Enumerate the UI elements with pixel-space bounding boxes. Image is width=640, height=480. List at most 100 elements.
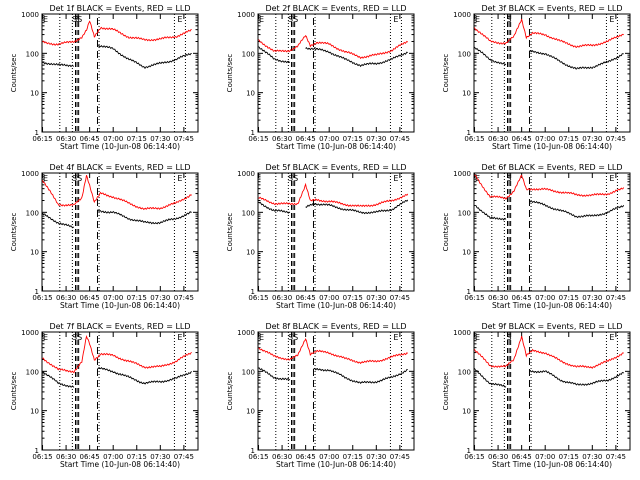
event-marker-label: S: [507, 174, 512, 183]
y-axis-label: Counts/sec: [226, 372, 234, 411]
event-marker-label: E: [393, 333, 398, 342]
events-series-line: [305, 47, 408, 68]
event-marker-label: E: [475, 333, 480, 342]
y-axis-label: Counts/sec: [10, 372, 18, 411]
x-tick-label: 07:00: [319, 453, 339, 461]
x-axis-label: Start Time (10-Jun-08 06:14:40): [276, 142, 396, 151]
x-tick-label: 07:00: [535, 453, 555, 461]
y-tick-label: 100: [242, 50, 255, 58]
y-tick-label: 10: [246, 90, 255, 98]
y-axis-label: Counts/sec: [10, 54, 18, 93]
x-tick-label: 07:15: [559, 294, 579, 302]
x-tick-label: 07:15: [127, 135, 147, 143]
x-tick-label: 06:15: [32, 294, 52, 302]
events-series-line: [529, 369, 624, 386]
x-axis-label: Start Time (10-Jun-08 06:14:40): [492, 460, 612, 469]
x-tick-label: 06:30: [488, 294, 508, 302]
event-marker-label: E: [43, 174, 48, 183]
chart-title: Det 2f BLACK = Events, RED = LLD: [265, 4, 406, 13]
x-tick-label: 06:15: [464, 453, 484, 461]
x-tick-label: 07:30: [150, 135, 170, 143]
x-axis-label: Start Time (10-Jun-08 06:14:40): [276, 301, 396, 310]
event-marker-label: E: [177, 174, 182, 183]
y-tick-label: 100: [458, 50, 471, 58]
y-axis-label: Counts/sec: [442, 213, 450, 252]
x-tick-label: 06:30: [488, 453, 508, 461]
y-tick-label: 1: [251, 447, 255, 455]
y-tick-label: 1: [467, 288, 471, 296]
plot-frame: [257, 13, 415, 133]
chart-panel-1: Det 1f BLACK = Events, RED = LLD 1 10 100 10…: [10, 4, 199, 151]
x-tick-label: 06:30: [56, 453, 76, 461]
events-series-line: [97, 209, 192, 225]
x-axis-label: Start Time (10-Jun-08 06:14:40): [492, 301, 612, 310]
y-axis-label: Counts/sec: [226, 213, 234, 252]
event-marker-label: SS: [72, 15, 82, 24]
y-tick-label: 1000: [453, 170, 471, 178]
events-series-line: [97, 45, 192, 69]
x-tick-label: 07:45: [174, 294, 194, 302]
plot-frame: [473, 331, 631, 451]
events-series-line: [258, 367, 291, 381]
events-series-line: [529, 49, 624, 70]
chart-title: Det 8f BLACK = Events, RED = LLD: [265, 322, 406, 331]
y-tick-label: 100: [242, 368, 255, 376]
y-tick-label: 10: [30, 408, 39, 416]
chart-panel-2: Det 2f BLACK = Events, RED = LLD 1 10 100 10…: [226, 4, 415, 151]
chart-title: Det 3f BLACK = Events, RED = LLD: [481, 4, 622, 13]
x-tick-label: 07:45: [390, 294, 410, 302]
x-tick-label: 07:45: [606, 135, 626, 143]
y-tick-label: 100: [458, 368, 471, 376]
x-tick-label: 06:45: [512, 135, 532, 143]
chart-panel-9: Det 9f BLACK = Events, RED = LLD 1 10 100 10…: [442, 322, 631, 469]
x-tick-label: 06:30: [272, 453, 292, 461]
chart-title: Det 9f BLACK = Events, RED = LLD: [481, 322, 622, 331]
x-axis-label: Start Time (10-Jun-08 06:14:40): [276, 460, 396, 469]
x-tick-label: 06:45: [512, 453, 532, 461]
x-tick-label: 07:00: [103, 453, 123, 461]
y-tick-label: 1: [35, 288, 39, 296]
x-tick-label: 06:30: [272, 135, 292, 143]
chart-panel-3: Det 3f BLACK = Events, RED = LLD 1 10 100 10…: [442, 4, 631, 151]
x-tick-label: 06:45: [80, 135, 100, 143]
y-tick-label: 1: [251, 288, 255, 296]
events-series-line: [42, 61, 75, 68]
x-tick-label: 06:15: [464, 135, 484, 143]
x-tick-label: 07:30: [366, 135, 386, 143]
event-marker-label: E: [609, 174, 614, 183]
y-axis-label: Counts/sec: [442, 372, 450, 411]
y-tick-label: 1000: [21, 11, 39, 19]
x-tick-label: 07:45: [606, 294, 626, 302]
x-tick-label: 07:45: [606, 453, 626, 461]
lld-series-line: [42, 334, 192, 374]
x-tick-label: 07:45: [174, 453, 194, 461]
y-tick-label: 1000: [237, 329, 255, 337]
x-tick-label: 07:00: [103, 294, 123, 302]
y-tick-label: 10: [30, 90, 39, 98]
y-tick-label: 100: [458, 209, 471, 217]
chart-title: Det 1f BLACK = Events, RED = LLD: [49, 4, 190, 13]
events-series-line: [313, 367, 408, 385]
chart-panel-8: Det 8f BLACK = Events, RED = LLD 1 10 100 10…: [226, 322, 415, 469]
x-tick-label: 06:30: [488, 135, 508, 143]
events-series-line: [258, 46, 291, 64]
plot-frame: [473, 172, 631, 292]
x-tick-label: 07:45: [174, 135, 194, 143]
plot-frame: [257, 331, 415, 451]
y-tick-label: 1000: [453, 11, 471, 19]
x-tick-label: 07:30: [582, 294, 602, 302]
y-tick-label: 10: [30, 249, 39, 257]
x-tick-label: 07:00: [103, 135, 123, 143]
x-tick-label: 07:30: [582, 453, 602, 461]
x-tick-label: 07:30: [150, 294, 170, 302]
lld-series-line: [42, 20, 192, 46]
x-tick-label: 07:15: [343, 135, 363, 143]
x-tick-label: 07:30: [366, 294, 386, 302]
event-marker-label: E: [393, 174, 398, 183]
x-tick-label: 07:15: [559, 135, 579, 143]
y-tick-label: 1: [35, 447, 39, 455]
x-tick-label: 06:15: [464, 294, 484, 302]
x-tick-label: 07:30: [150, 453, 170, 461]
x-axis-label: Start Time (10-Jun-08 06:14:40): [492, 142, 612, 151]
x-tick-label: 06:15: [32, 453, 52, 461]
